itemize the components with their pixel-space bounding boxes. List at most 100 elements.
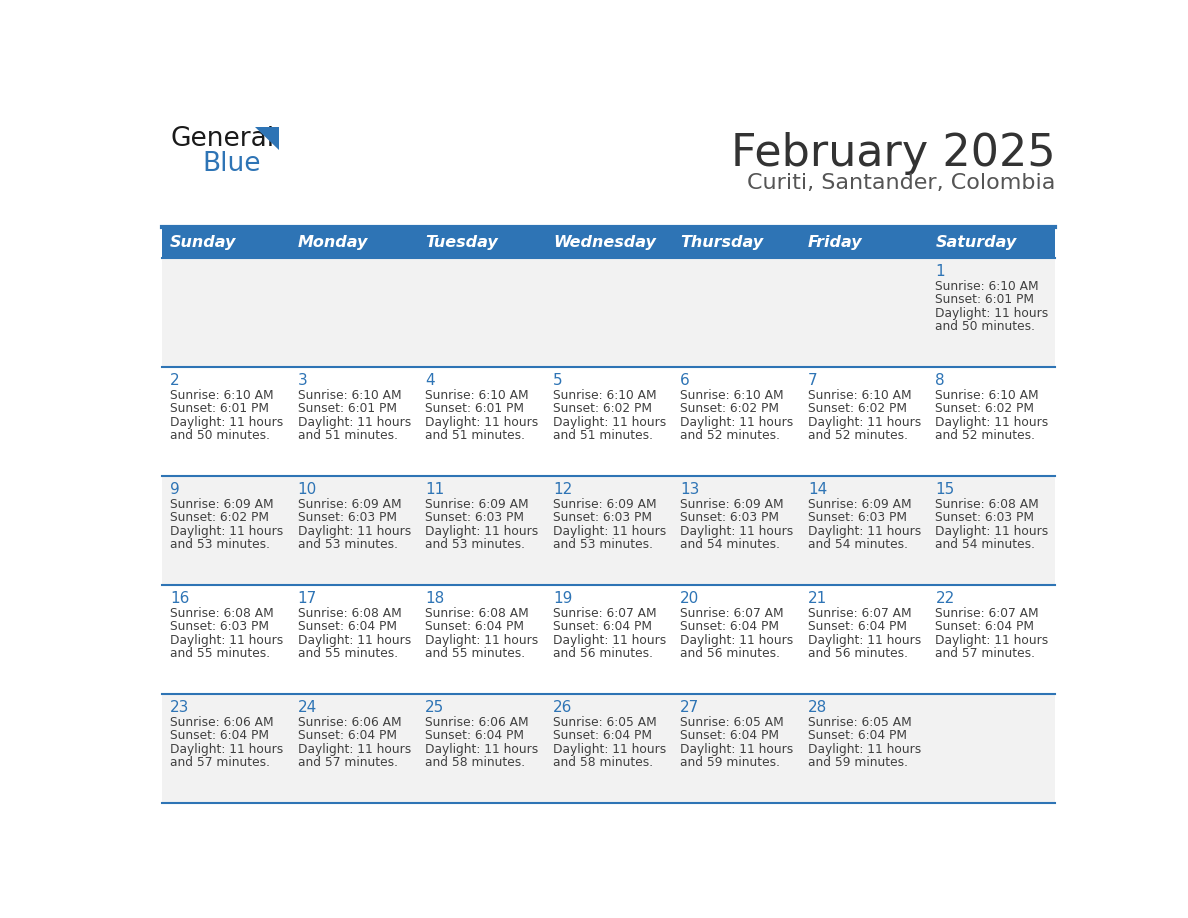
Text: Sunset: 6:04 PM: Sunset: 6:04 PM	[681, 729, 779, 742]
Text: Sunrise: 6:08 AM: Sunrise: 6:08 AM	[425, 607, 529, 620]
Text: and 59 minutes.: and 59 minutes.	[808, 756, 908, 769]
Text: Tuesday: Tuesday	[425, 235, 498, 250]
Bar	[290, 227, 417, 258]
Text: and 55 minutes.: and 55 minutes.	[298, 647, 398, 660]
Text: 14: 14	[808, 482, 827, 498]
Text: Daylight: 11 hours: Daylight: 11 hours	[298, 743, 411, 756]
Text: Sunrise: 6:09 AM: Sunrise: 6:09 AM	[552, 498, 657, 510]
Text: Daylight: 11 hours: Daylight: 11 hours	[425, 743, 538, 756]
Text: Curiti, Santander, Colombia: Curiti, Santander, Colombia	[747, 174, 1055, 194]
Text: 11: 11	[425, 482, 444, 498]
Text: Sunset: 6:04 PM: Sunset: 6:04 PM	[425, 729, 524, 742]
Bar	[163, 585, 1055, 694]
Text: Sunset: 6:02 PM: Sunset: 6:02 PM	[170, 511, 270, 524]
Text: Sunrise: 6:08 AM: Sunrise: 6:08 AM	[935, 498, 1040, 510]
Text: Saturday: Saturday	[935, 235, 1017, 250]
Text: Sunrise: 6:10 AM: Sunrise: 6:10 AM	[935, 388, 1040, 401]
Text: Sunset: 6:04 PM: Sunset: 6:04 PM	[935, 621, 1035, 633]
Text: Daylight: 11 hours: Daylight: 11 hours	[170, 524, 284, 538]
Text: 7: 7	[808, 374, 817, 388]
Text: Daylight: 11 hours: Daylight: 11 hours	[808, 633, 921, 646]
Text: Daylight: 11 hours: Daylight: 11 hours	[808, 524, 921, 538]
Text: 20: 20	[681, 591, 700, 606]
Text: Sunrise: 6:10 AM: Sunrise: 6:10 AM	[808, 388, 911, 401]
Text: Sunset: 6:04 PM: Sunset: 6:04 PM	[681, 621, 779, 633]
Text: Daylight: 11 hours: Daylight: 11 hours	[170, 416, 284, 429]
Text: 3: 3	[298, 374, 308, 388]
Text: Sunrise: 6:09 AM: Sunrise: 6:09 AM	[170, 498, 273, 510]
Text: Daylight: 11 hours: Daylight: 11 hours	[808, 416, 921, 429]
Text: Sunrise: 6:09 AM: Sunrise: 6:09 AM	[425, 498, 529, 510]
Text: Sunrise: 6:10 AM: Sunrise: 6:10 AM	[425, 388, 529, 401]
Text: Daylight: 11 hours: Daylight: 11 hours	[298, 416, 411, 429]
Bar	[545, 227, 672, 258]
Text: Daylight: 11 hours: Daylight: 11 hours	[681, 416, 794, 429]
Text: Sunset: 6:02 PM: Sunset: 6:02 PM	[552, 402, 652, 415]
Text: Sunrise: 6:07 AM: Sunrise: 6:07 AM	[681, 607, 784, 620]
Text: Daylight: 11 hours: Daylight: 11 hours	[808, 743, 921, 756]
Text: Daylight: 11 hours: Daylight: 11 hours	[681, 743, 794, 756]
Text: Monday: Monday	[298, 235, 368, 250]
Text: Sunrise: 6:10 AM: Sunrise: 6:10 AM	[935, 280, 1040, 293]
Text: and 56 minutes.: and 56 minutes.	[681, 647, 781, 660]
Text: Sunset: 6:03 PM: Sunset: 6:03 PM	[170, 621, 270, 633]
Text: Sunrise: 6:08 AM: Sunrise: 6:08 AM	[170, 607, 274, 620]
Text: and 55 minutes.: and 55 minutes.	[425, 647, 525, 660]
Text: and 53 minutes.: and 53 minutes.	[425, 538, 525, 551]
Text: 19: 19	[552, 591, 573, 606]
Text: Daylight: 11 hours: Daylight: 11 hours	[298, 633, 411, 646]
Text: 16: 16	[170, 591, 190, 606]
Text: Sunset: 6:03 PM: Sunset: 6:03 PM	[681, 511, 779, 524]
Text: and 56 minutes.: and 56 minutes.	[808, 647, 908, 660]
Text: Daylight: 11 hours: Daylight: 11 hours	[298, 524, 411, 538]
Bar	[163, 258, 1055, 367]
Text: Sunrise: 6:10 AM: Sunrise: 6:10 AM	[298, 388, 402, 401]
Text: Daylight: 11 hours: Daylight: 11 hours	[425, 633, 538, 646]
Bar	[163, 694, 1055, 803]
Text: General: General	[170, 126, 274, 151]
Text: 18: 18	[425, 591, 444, 606]
Text: and 51 minutes.: and 51 minutes.	[298, 429, 398, 442]
Text: and 54 minutes.: and 54 minutes.	[808, 538, 908, 551]
Text: Sunset: 6:01 PM: Sunset: 6:01 PM	[425, 402, 524, 415]
Text: 25: 25	[425, 700, 444, 715]
Text: Sunrise: 6:06 AM: Sunrise: 6:06 AM	[170, 716, 273, 729]
Text: Sunrise: 6:10 AM: Sunrise: 6:10 AM	[552, 388, 657, 401]
Text: 9: 9	[170, 482, 179, 498]
Bar	[928, 227, 1055, 258]
Text: Daylight: 11 hours: Daylight: 11 hours	[170, 633, 284, 646]
Text: 21: 21	[808, 591, 827, 606]
Text: Sunrise: 6:09 AM: Sunrise: 6:09 AM	[808, 498, 911, 510]
Text: Sunset: 6:04 PM: Sunset: 6:04 PM	[552, 729, 652, 742]
Text: 13: 13	[681, 482, 700, 498]
Text: Daylight: 11 hours: Daylight: 11 hours	[681, 524, 794, 538]
Text: and 53 minutes.: and 53 minutes.	[170, 538, 270, 551]
Text: and 57 minutes.: and 57 minutes.	[298, 756, 398, 769]
Text: Sunset: 6:04 PM: Sunset: 6:04 PM	[808, 729, 906, 742]
Text: Sunset: 6:04 PM: Sunset: 6:04 PM	[298, 621, 397, 633]
Text: Sunrise: 6:05 AM: Sunrise: 6:05 AM	[681, 716, 784, 729]
Text: Sunrise: 6:06 AM: Sunrise: 6:06 AM	[298, 716, 402, 729]
Text: Sunrise: 6:05 AM: Sunrise: 6:05 AM	[552, 716, 657, 729]
Text: Sunday: Sunday	[170, 235, 236, 250]
Text: Sunset: 6:01 PM: Sunset: 6:01 PM	[935, 293, 1035, 306]
Text: Sunrise: 6:10 AM: Sunrise: 6:10 AM	[170, 388, 273, 401]
Text: Daylight: 11 hours: Daylight: 11 hours	[935, 524, 1049, 538]
Text: and 52 minutes.: and 52 minutes.	[935, 429, 1036, 442]
Text: Friday: Friday	[808, 235, 862, 250]
Text: Daylight: 11 hours: Daylight: 11 hours	[425, 524, 538, 538]
Text: 17: 17	[298, 591, 317, 606]
Text: Sunset: 6:03 PM: Sunset: 6:03 PM	[552, 511, 652, 524]
Bar	[801, 227, 928, 258]
Text: Wednesday: Wednesday	[552, 235, 656, 250]
Text: Sunrise: 6:06 AM: Sunrise: 6:06 AM	[425, 716, 529, 729]
Text: Sunset: 6:02 PM: Sunset: 6:02 PM	[935, 402, 1035, 415]
Text: 22: 22	[935, 591, 955, 606]
Text: and 53 minutes.: and 53 minutes.	[552, 538, 653, 551]
Bar	[672, 227, 801, 258]
Text: Sunset: 6:03 PM: Sunset: 6:03 PM	[935, 511, 1035, 524]
Bar	[163, 476, 1055, 585]
Text: Sunset: 6:04 PM: Sunset: 6:04 PM	[552, 621, 652, 633]
Text: and 51 minutes.: and 51 minutes.	[425, 429, 525, 442]
Text: Sunrise: 6:09 AM: Sunrise: 6:09 AM	[681, 498, 784, 510]
